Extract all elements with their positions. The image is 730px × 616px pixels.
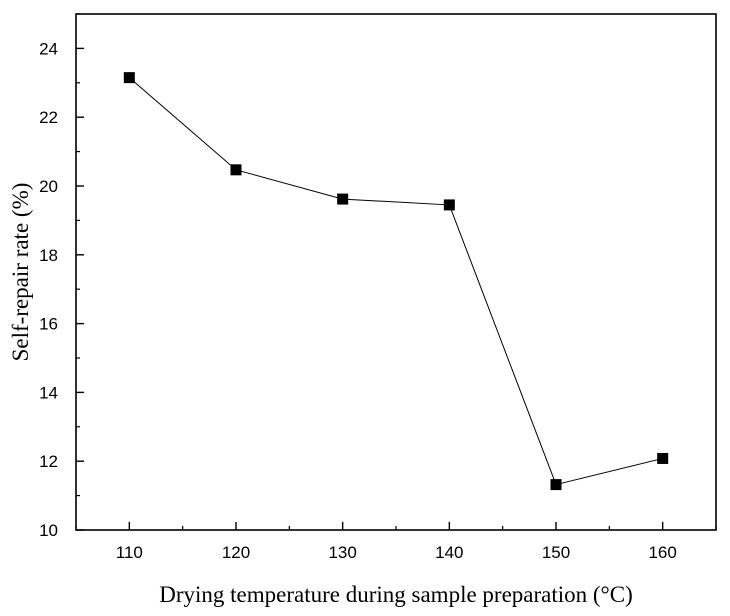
x-tick-label: 120 xyxy=(222,543,250,562)
x-axis-ticks: 110 120 130 140 150 160 xyxy=(75,522,717,562)
y-tick-label: 24 xyxy=(39,39,58,58)
y-tick-label: 16 xyxy=(39,315,58,334)
y-tick-label: 18 xyxy=(39,246,58,265)
y-tick-label: 12 xyxy=(39,452,58,471)
x-tick-label: 160 xyxy=(648,543,676,562)
y-axis-ticks: 10 12 14 16 18 20 22 24 xyxy=(39,13,84,540)
plot-frame xyxy=(75,13,717,531)
y-tick-label: 10 xyxy=(39,521,58,540)
y-tick-label: 20 xyxy=(39,177,58,196)
data-point-marker xyxy=(123,72,135,84)
x-tick-label: 150 xyxy=(542,543,570,562)
y-tick-label: 14 xyxy=(39,383,58,402)
data-point-marker xyxy=(337,193,349,205)
data-point-marker xyxy=(230,164,242,176)
series-line xyxy=(129,77,663,486)
x-tick-label: 130 xyxy=(328,543,356,562)
y-axis-title: Self-repair rate (%) xyxy=(8,183,33,362)
data-point-marker xyxy=(550,479,562,491)
data-point-marker xyxy=(443,199,455,211)
x-tick-label: 110 xyxy=(116,543,143,562)
y-tick-label: 22 xyxy=(39,108,58,127)
x-tick-label: 140 xyxy=(435,543,463,562)
x-axis-title: Drying temperature during sample prepara… xyxy=(159,582,633,607)
series-layer xyxy=(123,72,669,491)
data-point-marker xyxy=(657,452,669,464)
